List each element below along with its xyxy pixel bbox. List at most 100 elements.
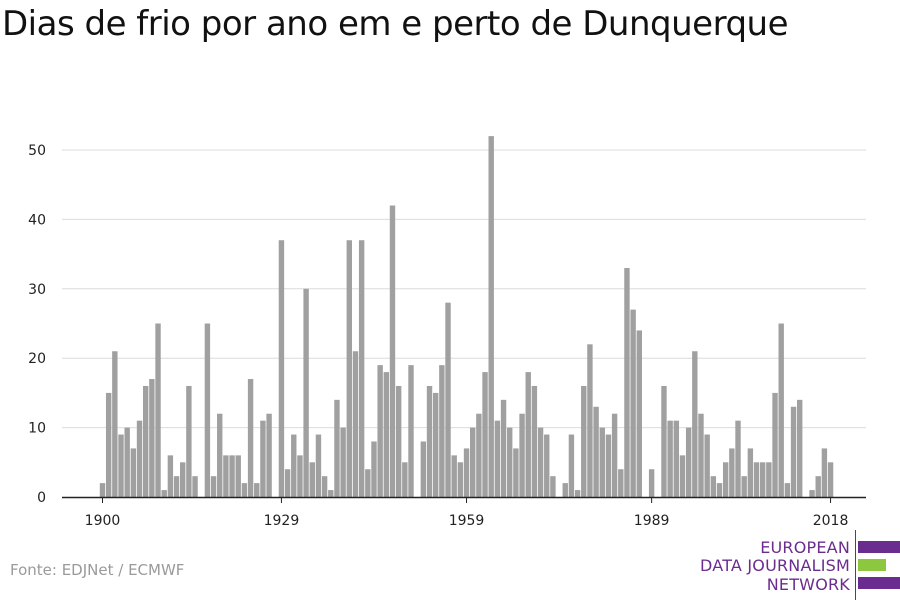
bar <box>568 434 575 497</box>
source-note: Fonte: EDJNet / ECMWF <box>10 561 185 579</box>
bar <box>321 476 328 497</box>
bar <box>136 420 143 497</box>
y-axis-ticks: 0 10 20 30 40 50 <box>28 143 46 506</box>
bar <box>661 385 667 497</box>
bar <box>173 476 180 497</box>
y-tick-label: 30 <box>28 282 46 298</box>
bar <box>630 309 636 497</box>
bar <box>574 490 581 497</box>
bar <box>260 420 266 497</box>
bar <box>291 434 297 497</box>
bar <box>673 420 680 497</box>
bar <box>297 455 303 497</box>
bar <box>544 434 550 497</box>
bar <box>371 441 377 497</box>
bar <box>562 483 568 497</box>
bar <box>149 379 155 497</box>
bar <box>710 476 717 497</box>
bar <box>550 476 556 497</box>
bar <box>340 427 346 497</box>
bar <box>118 434 124 497</box>
x-tick-label: 1900 <box>85 513 121 529</box>
bar <box>618 469 624 497</box>
bar <box>284 469 291 497</box>
bar <box>581 385 587 497</box>
bar <box>797 399 803 497</box>
logo-bar-purple-bottom <box>858 577 900 589</box>
bar <box>722 462 729 497</box>
x-tick-label: 1989 <box>634 513 670 529</box>
bar <box>679 455 686 497</box>
bar <box>217 413 223 497</box>
x-axis-ticks: 1900 1929 1959 1989 2018 <box>85 497 849 529</box>
bar <box>624 267 630 497</box>
bar <box>476 413 482 497</box>
bar <box>105 392 112 497</box>
bar <box>537 427 544 497</box>
bars <box>99 136 834 497</box>
bar <box>519 413 525 497</box>
bar <box>593 406 599 497</box>
bar <box>463 448 470 497</box>
bar <box>352 351 359 497</box>
bar <box>167 455 174 497</box>
bar <box>328 490 334 497</box>
bar <box>439 365 445 497</box>
bar <box>389 205 396 497</box>
bar <box>815 476 821 497</box>
bar <box>254 483 260 497</box>
bar <box>278 240 285 497</box>
bar <box>821 448 828 497</box>
bar <box>759 462 766 497</box>
bar <box>420 441 427 497</box>
bar <box>587 344 593 497</box>
bar <box>395 385 402 497</box>
x-tick-label: 1929 <box>264 513 300 529</box>
bar <box>247 379 254 497</box>
bar <box>402 462 408 497</box>
bar <box>482 372 488 497</box>
bar <box>494 420 501 497</box>
bar <box>766 462 772 497</box>
bar <box>605 434 612 497</box>
bar <box>309 462 315 497</box>
bar <box>346 240 352 497</box>
bar <box>112 351 118 497</box>
logo-line-1: EUROPEAN <box>760 538 850 557</box>
bar <box>186 385 192 497</box>
bar <box>223 455 229 497</box>
bar <box>648 469 655 497</box>
bar <box>809 490 815 497</box>
bar <box>778 323 784 497</box>
bar <box>611 413 618 497</box>
edjnet-logo: EUROPEAN DATA JOURNALISM NETWORK <box>700 530 900 600</box>
bar <box>334 399 340 497</box>
bar <box>358 240 365 497</box>
bar <box>753 462 760 497</box>
bar <box>488 136 494 497</box>
bar <box>525 372 531 497</box>
bar <box>124 427 130 497</box>
bar <box>636 330 642 497</box>
y-tick-label: 10 <box>28 421 46 437</box>
bar <box>735 420 741 497</box>
bar <box>303 288 309 497</box>
bar <box>470 427 476 497</box>
bar <box>266 413 272 497</box>
bar <box>729 448 735 497</box>
bar <box>180 462 186 497</box>
bar <box>790 406 797 497</box>
logo-bar-purple-top <box>858 541 900 553</box>
bar <box>599 427 605 497</box>
bar <box>784 483 791 497</box>
logo-bar-green <box>858 559 886 571</box>
bar <box>716 483 723 497</box>
bar <box>235 455 241 497</box>
bar <box>432 392 439 497</box>
bar <box>747 448 754 497</box>
bar <box>99 483 106 497</box>
bar <box>692 351 698 497</box>
bar <box>426 385 433 497</box>
x-tick-label: 2018 <box>813 513 849 529</box>
